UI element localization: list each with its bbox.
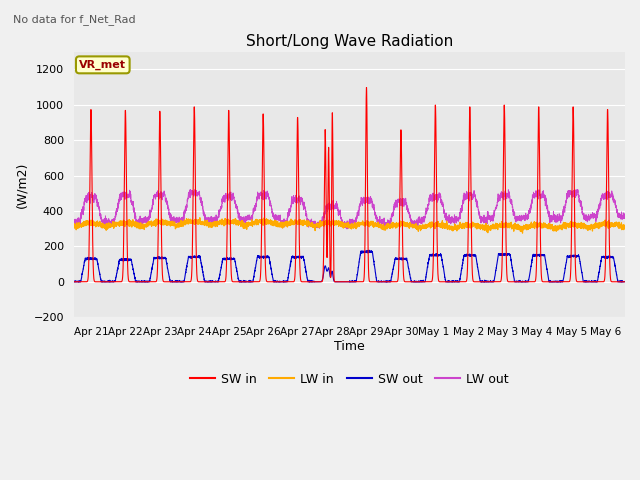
Line: SW out: SW out — [74, 250, 625, 282]
SW out — [500, 252, 508, 258]
LW out — [621, 211, 628, 216]
SW in — [399, 270, 407, 276]
LW out — [343, 226, 351, 232]
SW out — [542, 260, 550, 266]
LW in — [184, 219, 192, 225]
SW out — [70, 279, 78, 285]
SW in — [370, 279, 378, 285]
SW out — [184, 256, 192, 262]
SW out — [70, 278, 77, 284]
SW out — [365, 247, 372, 253]
SW in — [621, 279, 628, 285]
LW out — [500, 191, 508, 196]
SW out — [528, 260, 536, 266]
SW in — [542, 279, 550, 285]
X-axis label: Time: Time — [334, 340, 365, 353]
Y-axis label: (W/m2): (W/m2) — [15, 161, 28, 208]
LW in — [518, 230, 526, 236]
LW out — [184, 196, 192, 202]
Title: Short/Long Wave Radiation: Short/Long Wave Radiation — [246, 34, 453, 49]
LW in — [500, 222, 508, 228]
LW out — [70, 220, 77, 226]
Line: LW out: LW out — [74, 190, 625, 229]
SW out — [621, 279, 628, 285]
LW out — [186, 187, 194, 192]
Text: No data for f_Net_Rad: No data for f_Net_Rad — [13, 14, 136, 25]
SW in — [500, 109, 508, 115]
SW in — [346, 279, 353, 285]
LW out — [542, 202, 550, 207]
LW out — [399, 196, 407, 202]
LW out — [528, 199, 536, 205]
SW in — [528, 279, 536, 285]
LW in — [528, 222, 536, 228]
LW in — [196, 215, 204, 221]
SW in — [70, 279, 77, 285]
Legend: SW in, LW in, SW out, LW out: SW in, LW in, SW out, LW out — [184, 368, 514, 391]
SW out — [370, 259, 378, 264]
LW in — [370, 225, 378, 230]
SW in — [184, 279, 192, 285]
LW in — [70, 222, 77, 228]
LW in — [542, 224, 550, 229]
SW out — [399, 256, 407, 262]
SW in — [363, 85, 371, 91]
Line: LW in: LW in — [74, 218, 625, 233]
Text: VR_met: VR_met — [79, 60, 126, 70]
LW in — [399, 222, 407, 228]
LW in — [621, 223, 628, 228]
LW out — [370, 202, 378, 207]
Line: SW in: SW in — [74, 88, 625, 282]
